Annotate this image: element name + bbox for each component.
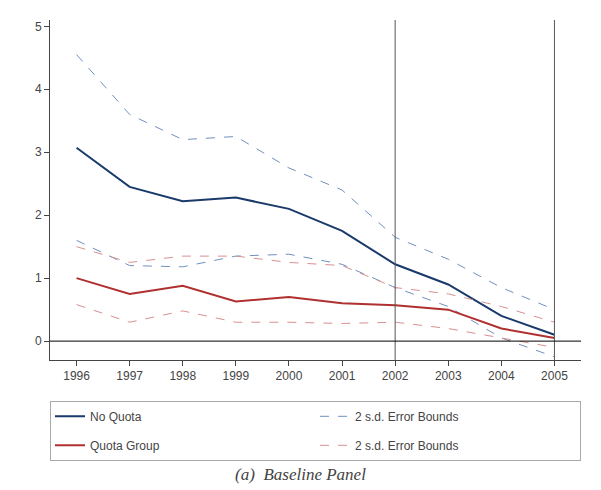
svg-text:No Quota: No Quota <box>90 410 142 424</box>
svg-text:2: 2 <box>35 208 42 222</box>
svg-text:2 s.d. Error Bounds: 2 s.d. Error Bounds <box>355 410 458 424</box>
svg-text:(a) Baseline Panel: (a) Baseline Panel <box>235 465 366 484</box>
svg-text:2003: 2003 <box>435 369 462 383</box>
svg-text:Quota Group: Quota Group <box>90 439 160 453</box>
svg-text:1997: 1997 <box>116 369 143 383</box>
svg-text:1996: 1996 <box>63 369 90 383</box>
svg-text:2001: 2001 <box>329 369 356 383</box>
svg-text:3: 3 <box>35 145 42 159</box>
svg-text:0: 0 <box>35 334 42 348</box>
svg-text:2 s.d. Error Bounds: 2 s.d. Error Bounds <box>355 439 458 453</box>
svg-text:5: 5 <box>35 20 42 34</box>
svg-text:2000: 2000 <box>276 369 303 383</box>
svg-text:1998: 1998 <box>169 369 196 383</box>
svg-text:2004: 2004 <box>488 369 515 383</box>
svg-text:2002: 2002 <box>382 369 409 383</box>
svg-text:1999: 1999 <box>222 369 249 383</box>
svg-text:2005: 2005 <box>541 369 568 383</box>
svg-text:4: 4 <box>35 82 42 96</box>
svg-text:1: 1 <box>35 271 42 285</box>
